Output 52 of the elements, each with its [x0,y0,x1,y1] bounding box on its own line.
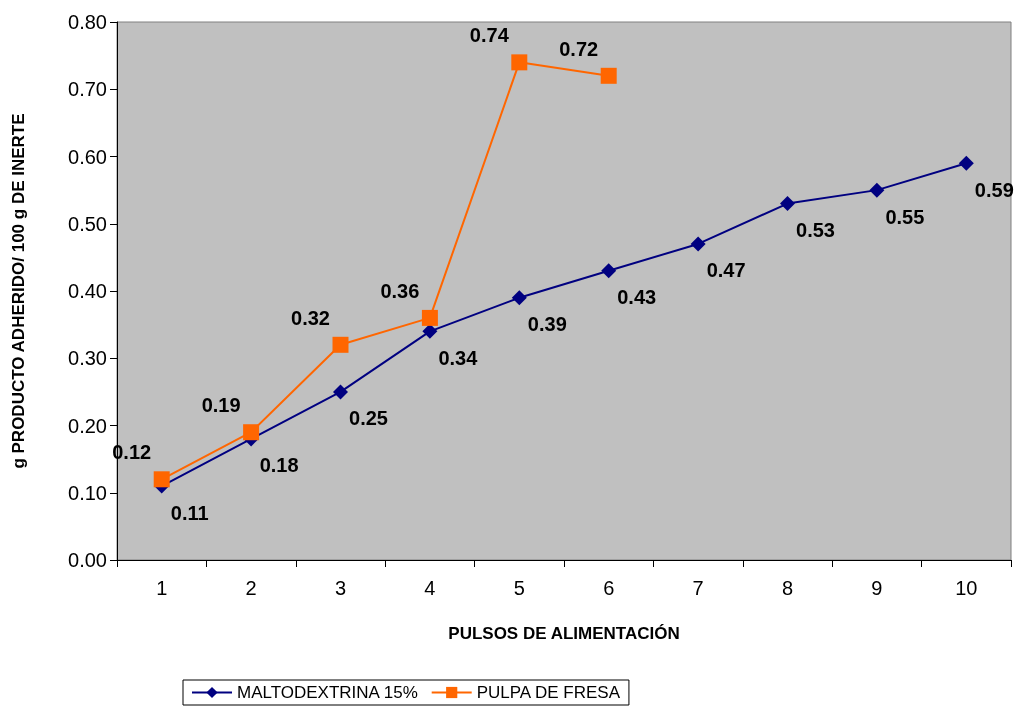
point [958,155,974,171]
y-axis-title: g PRODUCTO ADHERIDO/ 100 g DE INERTE [9,113,28,469]
data-label: 0.11 [170,501,209,524]
point [511,54,528,71]
data-label: 0.32 [291,306,330,329]
point [333,384,348,400]
x-tick-label: 7 [692,577,704,599]
x-tick-label: 9 [871,577,883,599]
data-label: 0.25 [349,407,388,430]
data-label: 0.53 [796,219,835,242]
x-tick-label: 6 [603,577,615,599]
point [332,336,349,353]
x-tick-label: 8 [781,577,794,599]
x-tick-label: 10 [955,577,978,599]
data-label: 0.74 [469,24,510,47]
y-tick-label: 0.60 [68,145,107,168]
x-tick-label: 4 [424,577,436,599]
legend-label: MALTODEXTRINA 15% [237,683,418,702]
point [780,196,795,212]
data-label: 0.39 [527,313,567,336]
x-tick-label: 2 [245,577,257,599]
data-label: 0.34 [438,346,479,369]
x-axis-title: PULSOS DE ALIMENTACIÓN [448,624,680,643]
x-tick-label: 5 [513,577,525,599]
legend-label: PULPA DE FRESA [476,683,621,702]
data-label: 0.36 [380,279,420,302]
x-tick-label: 1 [156,577,168,599]
point [153,471,170,488]
point [511,290,527,306]
y-tick-label: 0.70 [68,78,107,101]
y-tick-label: 0.00 [68,549,107,571]
data-label: 0.47 [706,259,746,282]
y-tick-label: 0.40 [68,280,107,302]
point [422,323,438,339]
data-label: 0.18 [259,454,299,477]
y-tick-label: 0.30 [68,347,107,370]
point [600,67,617,84]
point [869,182,885,198]
data-label: 0.43 [617,286,657,309]
y-tick-label: 0.80 [68,11,107,33]
y-tick-label: 0.50 [68,212,107,235]
point [243,424,260,441]
data-label: 0.55 [885,205,925,228]
x-tick-label: 3 [334,577,347,599]
point [601,263,617,279]
point [690,236,706,252]
y-tick-label: 0.20 [68,414,107,437]
point [421,309,438,326]
data-label: 0.59 [974,178,1014,201]
data-label: 0.19 [201,394,241,417]
data-label: 0.72 [559,37,599,60]
y-tick-label: 0.10 [68,481,107,504]
